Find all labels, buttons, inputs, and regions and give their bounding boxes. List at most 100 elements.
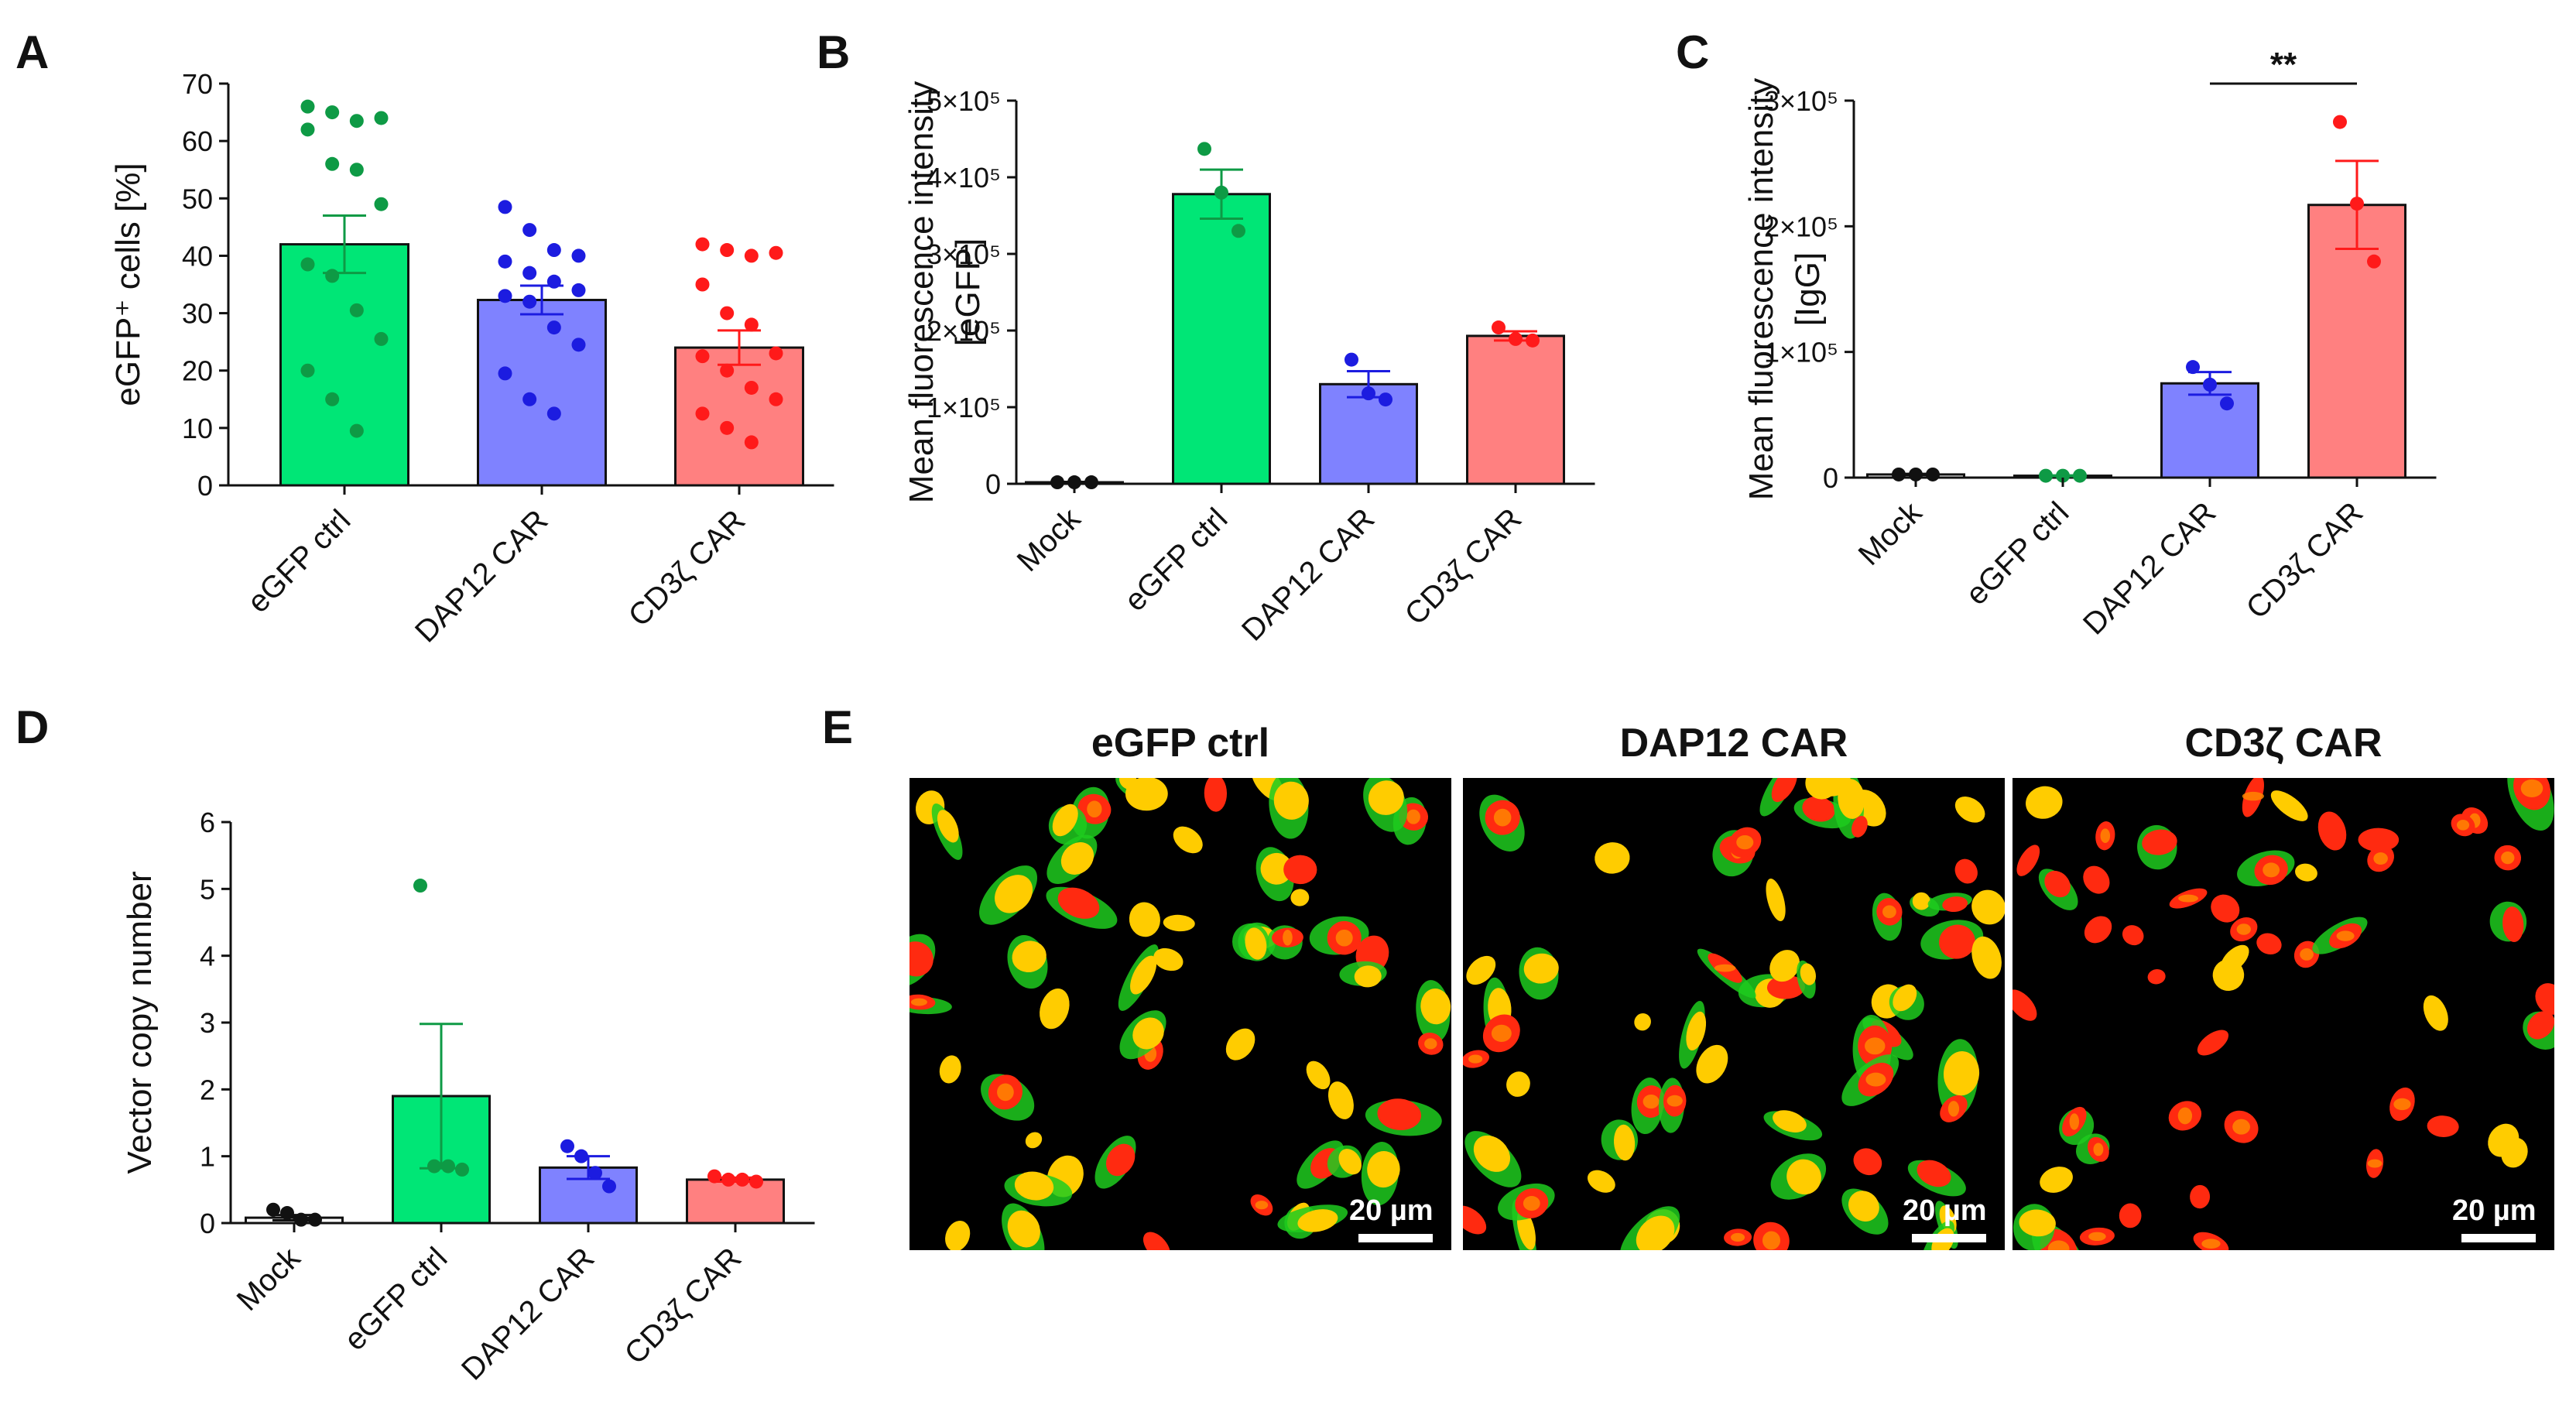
data-point-a xyxy=(522,294,537,309)
cell-core xyxy=(1939,924,1975,959)
bar-a xyxy=(477,299,607,487)
cell-center xyxy=(2088,1232,2106,1242)
data-point-a xyxy=(498,254,512,269)
cell-core xyxy=(1766,975,1805,999)
cell-core xyxy=(2044,870,2071,898)
cell-center xyxy=(2263,862,2280,878)
cell-core xyxy=(2270,790,2308,821)
cell-center xyxy=(1406,809,1420,824)
cell-core xyxy=(2317,811,2347,851)
data-point-c xyxy=(2350,197,2364,211)
bar-b xyxy=(1466,334,1565,485)
data-point-d xyxy=(588,1166,602,1180)
scale-bar xyxy=(2461,1234,2536,1242)
data-point-a xyxy=(720,306,735,320)
cell-core xyxy=(1466,955,1496,985)
cell-core xyxy=(2040,1167,2073,1193)
micrograph-background xyxy=(2012,778,2554,1250)
cell-core xyxy=(1354,965,1382,988)
cell-core xyxy=(1812,778,1851,797)
cell-core xyxy=(1463,1205,1487,1235)
data-point-a xyxy=(744,380,759,395)
cell-core xyxy=(1773,1110,1807,1132)
cell-core xyxy=(2142,829,2177,855)
data-point-d xyxy=(749,1174,763,1189)
cell-core xyxy=(995,875,1033,913)
data-point-a xyxy=(300,257,315,272)
data-point-a xyxy=(695,237,710,252)
cell-core xyxy=(937,810,959,843)
cell-core xyxy=(1506,1071,1530,1097)
cell-center xyxy=(2300,948,2314,961)
data-point-d xyxy=(308,1212,322,1227)
y-tick-label-c: 1×10⁵ xyxy=(1764,337,1838,368)
data-point-d xyxy=(441,1159,455,1174)
y-tick-label-d: 4 xyxy=(200,941,215,972)
cell-core xyxy=(2427,1115,2459,1137)
data-point-b xyxy=(1084,475,1098,490)
cell-core xyxy=(2119,1203,2142,1228)
cell-center xyxy=(1947,1101,1960,1117)
cell-core xyxy=(1132,1017,1164,1050)
y-tick-label-b: 1×10⁵ xyxy=(927,392,1001,423)
y-tick-label-d: 0 xyxy=(200,1208,215,1239)
data-point-b xyxy=(1379,392,1392,407)
data-point-a xyxy=(374,111,389,125)
cell-center xyxy=(2069,1113,2080,1130)
data-point-c xyxy=(2220,396,2234,411)
micro-title-dap12-car: DAP12 CAR xyxy=(1619,721,1848,766)
cell-center xyxy=(2201,1239,2221,1249)
cell-center xyxy=(997,1083,1014,1102)
cell-core xyxy=(1943,1051,1980,1096)
data-point-b xyxy=(1492,320,1506,335)
cell-center xyxy=(2373,852,2388,865)
y-tick-label-a: 20 xyxy=(182,355,213,387)
cell-core xyxy=(1420,989,1451,1025)
data-point-c xyxy=(1892,467,1906,481)
cell-core xyxy=(909,941,933,977)
cell-center xyxy=(1731,1232,1745,1242)
data-point-a xyxy=(349,114,364,128)
cell-core xyxy=(1338,1149,1362,1175)
cell-core xyxy=(939,1055,961,1084)
y-tick-label-a: 10 xyxy=(182,413,213,444)
cell-core xyxy=(1686,1011,1707,1051)
y-tick-label-a: 50 xyxy=(182,183,213,214)
data-point-a xyxy=(720,363,735,378)
micro-title-egfp-ctrl: eGFP ctrl xyxy=(1091,721,1270,766)
panel-label-a: A xyxy=(15,26,49,78)
y-tick-label-d: 3 xyxy=(200,1007,215,1039)
data-point-a xyxy=(300,99,315,114)
y-tick-label-d: 2 xyxy=(200,1074,215,1105)
cell-core xyxy=(1800,963,1816,985)
data-point-d xyxy=(280,1206,294,1221)
cell-core xyxy=(1696,1044,1728,1084)
data-point-a xyxy=(498,200,512,214)
cell-core xyxy=(1007,1210,1040,1248)
cell-core xyxy=(1802,796,1835,822)
y-axis-label-b: Mean fluorescence intensity xyxy=(903,81,940,503)
cell-core xyxy=(1614,1124,1636,1161)
cell-core xyxy=(2019,1209,2056,1237)
y-axis-label2-c: [IgG] xyxy=(1789,252,1827,326)
cell-center xyxy=(1424,1038,1437,1050)
cell-core xyxy=(1057,887,1100,919)
bar-d xyxy=(686,1178,785,1225)
cell-core xyxy=(1225,1028,1255,1061)
y-tick-label-a: 70 xyxy=(182,68,213,100)
cell-core xyxy=(1595,842,1630,874)
cell-core xyxy=(1893,984,1917,1012)
cell-center xyxy=(1762,1231,1781,1250)
cell-center xyxy=(2236,923,2252,935)
data-point-a xyxy=(571,248,586,263)
cell-core xyxy=(1012,941,1046,973)
data-point-c xyxy=(2367,254,2381,269)
data-point-c xyxy=(2333,115,2347,129)
data-point-a xyxy=(522,392,537,406)
cell-core xyxy=(2122,925,2144,946)
data-point-c xyxy=(1926,467,1940,481)
data-point-c xyxy=(2039,468,2053,483)
cell-core xyxy=(1377,1098,1422,1130)
cell-core xyxy=(1954,797,1985,823)
